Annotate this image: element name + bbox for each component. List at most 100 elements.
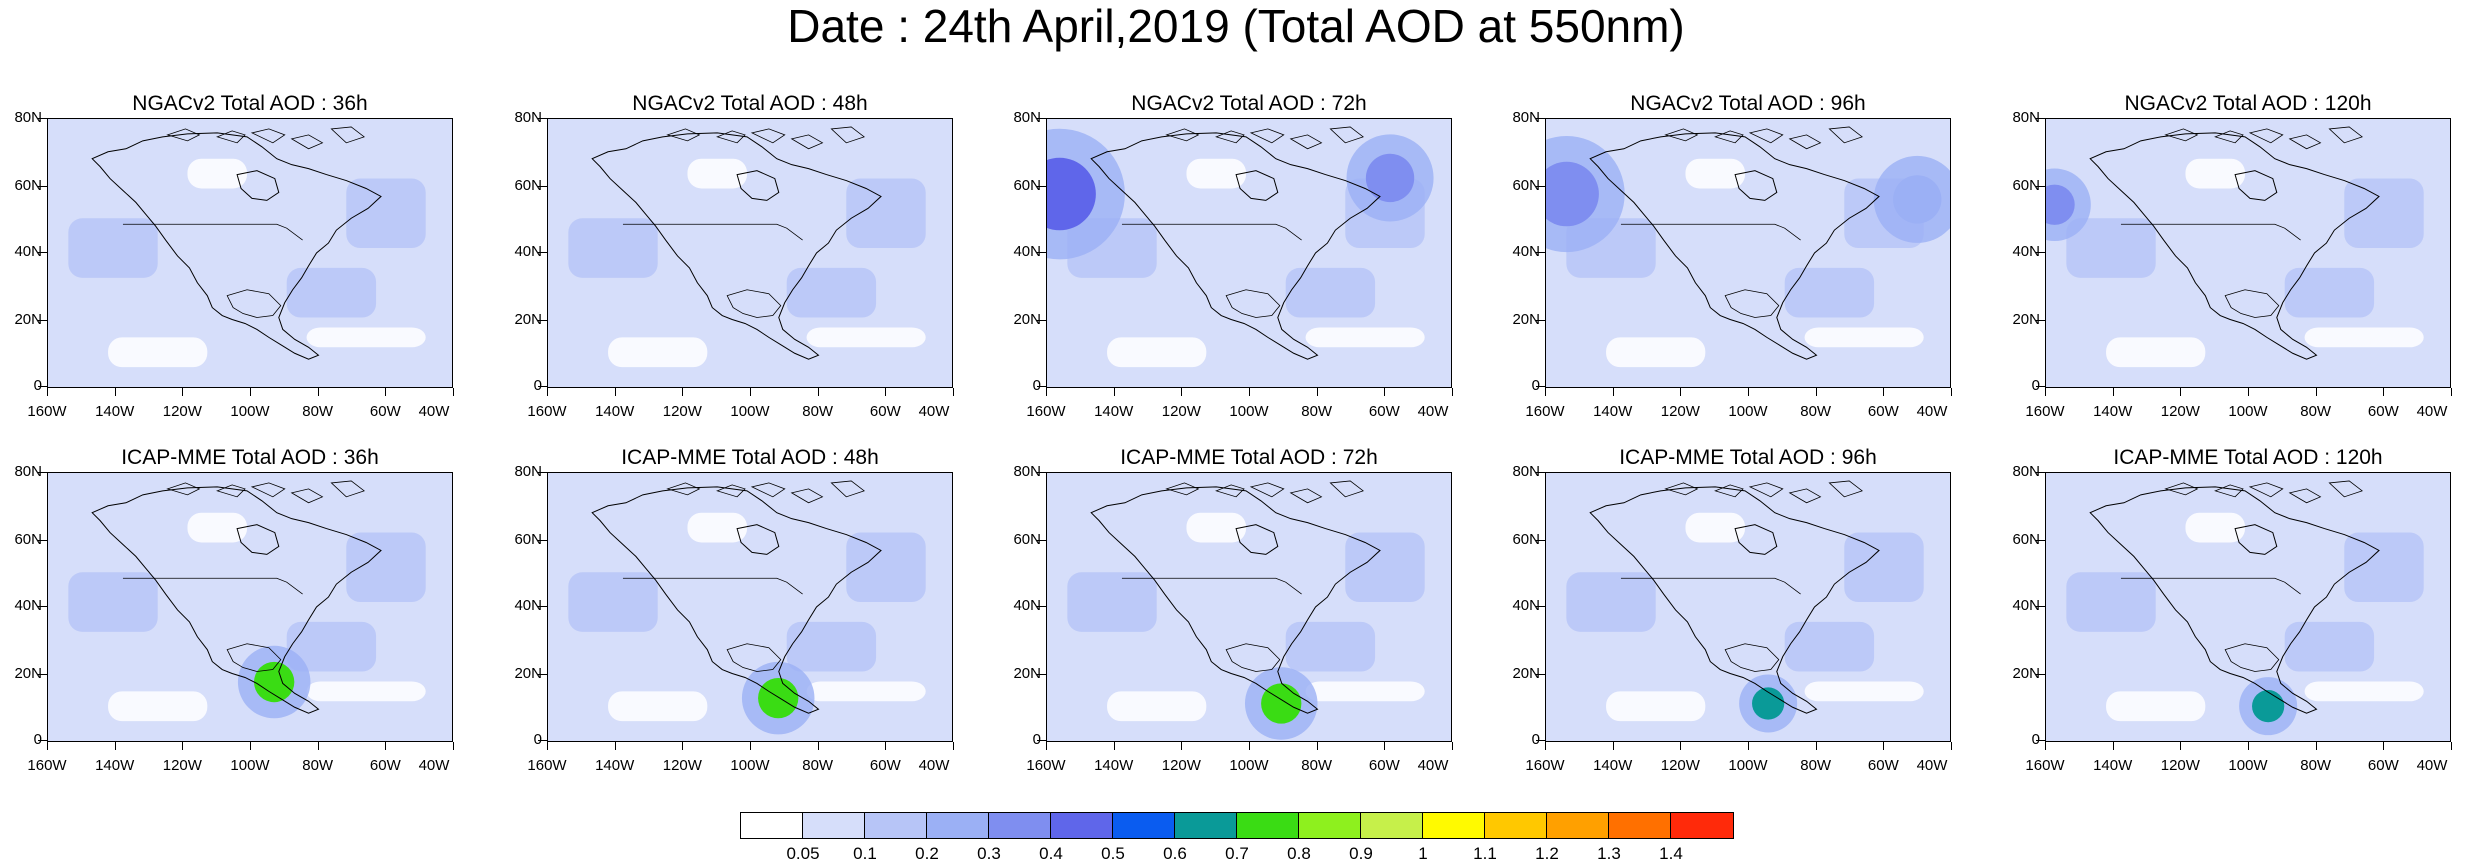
lat-tick <box>1536 386 1545 387</box>
coastline <box>1090 132 1381 360</box>
colorbar-label: 0.1 <box>853 844 877 863</box>
colorbar-swatch <box>1237 813 1299 838</box>
lon-label: 140W <box>595 757 635 774</box>
panel-title: NGACv2 Total AOD : 36h <box>132 92 368 115</box>
panel-title: NGACv2 Total AOD : 48h <box>632 92 868 115</box>
lat-label: 80N <box>14 109 42 126</box>
aod-plume-core <box>1365 153 1415 203</box>
lat-tick <box>1536 740 1545 741</box>
hudson-bay <box>2234 524 2278 555</box>
lon-label: 60W <box>369 403 401 420</box>
aod-patch <box>786 621 877 672</box>
lon-label: 140W <box>2093 403 2133 420</box>
lat-tick <box>538 606 547 607</box>
aod-patch <box>1186 512 1247 543</box>
map-panel: NGACv2 Total AOD : 72h 80N 60N 40N 20N 0 160W 1… <box>999 92 1459 428</box>
lon-tick <box>1249 388 1250 396</box>
lat-tick <box>538 386 547 387</box>
lat-label: 0 <box>1532 732 1540 748</box>
lat-label: 40N <box>514 243 542 260</box>
aod-patch <box>1107 337 1207 368</box>
coastline <box>591 132 882 360</box>
aod-patch <box>286 621 377 672</box>
lat-label: 80N <box>1013 463 1041 480</box>
aod-patch <box>2066 572 2156 632</box>
lat-tick <box>1536 540 1545 541</box>
hudson-bay <box>736 524 780 555</box>
lat-label: 60N <box>1512 531 1540 548</box>
arctic-island <box>1714 130 1744 144</box>
lon-tick <box>1748 742 1749 750</box>
colorbar-swatch <box>1051 813 1113 838</box>
lat-label: 20N <box>14 665 42 682</box>
lon-tick <box>385 388 387 396</box>
aod-patch <box>1345 532 1425 603</box>
lon-label: 80W <box>2300 757 2332 774</box>
lon-label: 80W <box>302 403 334 420</box>
lat-tick <box>1536 606 1545 607</box>
aod-patch <box>2106 691 2206 722</box>
colorbar-label: 1.1 <box>1473 844 1497 863</box>
lon-tick <box>1384 388 1386 396</box>
lat-label: 80N <box>514 463 542 480</box>
arctic-island <box>1329 480 1364 498</box>
arctic-island <box>250 482 286 498</box>
coastline <box>591 486 882 714</box>
arctic-island <box>790 134 824 150</box>
arctic-island <box>1289 488 1323 504</box>
arctic-island <box>1828 480 1863 498</box>
lon-tick <box>250 742 251 750</box>
lon-label: 160W <box>1525 757 1565 774</box>
lat-label: 40N <box>514 597 542 614</box>
lat-label: 0 <box>2032 378 2040 394</box>
aod-patch <box>608 691 708 722</box>
aod-plume-core <box>1893 175 1942 224</box>
lon-label: 160W <box>1026 403 1066 420</box>
lon-label: 120W <box>1161 403 1201 420</box>
arctic-island <box>1289 134 1323 150</box>
lon-label: 120W <box>162 403 202 420</box>
map-panel: ICAP-MME Total AOD : 36h 80N 60N 40N 20N 0 160… <box>0 446 460 782</box>
aod-plume-core <box>1546 161 1599 227</box>
aod-field-svg <box>1047 119 1451 387</box>
lon-label: 40W <box>918 403 950 420</box>
aod-map <box>1545 472 1951 742</box>
map-panel: NGACv2 Total AOD : 36h 80N 60N 40N 20N 0 160W 1… <box>0 92 460 428</box>
lon-tick <box>317 742 319 750</box>
hudson-bay <box>236 524 280 555</box>
aod-patch <box>1804 681 1924 702</box>
colorbar-swatch <box>1609 813 1671 838</box>
lat-tick <box>2036 540 2045 541</box>
lon-tick <box>817 388 819 396</box>
lat-label: 40N <box>14 597 42 614</box>
aod-patch <box>1107 691 1207 722</box>
aod-patch <box>68 218 158 278</box>
lat-tick <box>38 606 47 607</box>
lon-label: 140W <box>595 403 635 420</box>
us-canada-border <box>2120 223 2301 241</box>
lon-label: 140W <box>95 757 135 774</box>
lat-tick <box>538 186 547 187</box>
coastline <box>91 132 382 360</box>
aod-field-svg <box>48 473 452 741</box>
us-canada-border <box>1121 577 1302 595</box>
lat-label: 20N <box>1013 665 1041 682</box>
lon-tick <box>614 742 616 750</box>
lon-tick <box>1612 742 1614 750</box>
lon-label: 160W <box>1026 757 1066 774</box>
lon-tick <box>182 388 184 396</box>
lat-tick <box>1037 606 1046 607</box>
aod-plume-core <box>1752 687 1785 720</box>
arctic-island <box>330 480 365 498</box>
lat-tick <box>38 252 47 253</box>
lat-tick <box>1037 252 1046 253</box>
aod-field-svg <box>2046 119 2450 387</box>
lon-label: 60W <box>869 403 901 420</box>
us-canada-border <box>1620 577 1801 595</box>
lon-tick <box>1181 742 1183 750</box>
lat-label: 80N <box>14 463 42 480</box>
aod-patch <box>108 337 208 368</box>
lon-tick <box>1815 388 1817 396</box>
lon-label: 40W <box>2416 757 2448 774</box>
lat-tick <box>1037 740 1046 741</box>
